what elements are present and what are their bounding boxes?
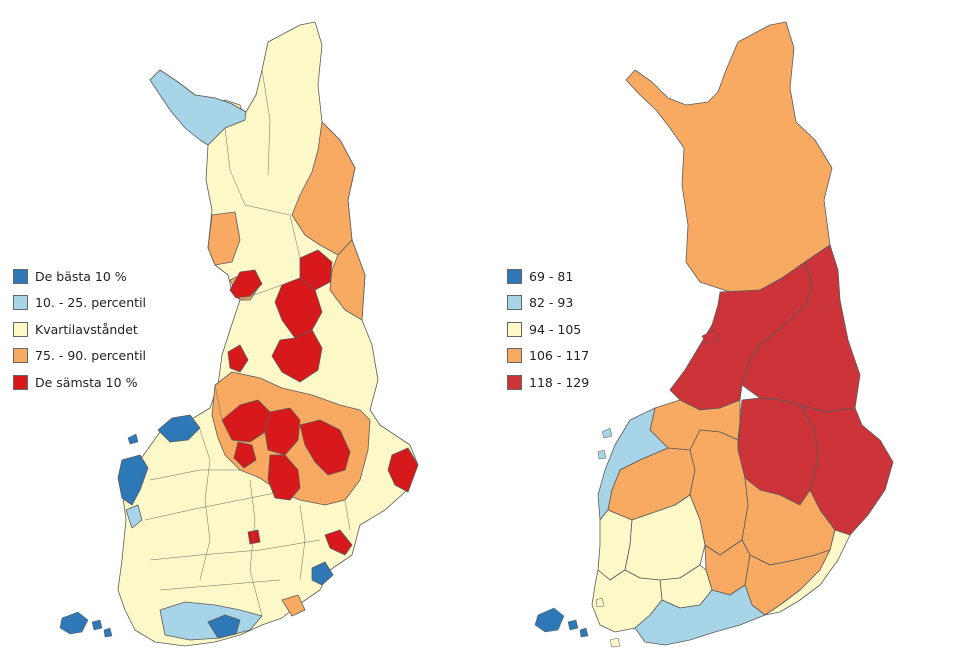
left-map — [59, 21, 419, 647]
right-aland-islet — [567, 619, 579, 631]
left-legend-item: 10. - 25. percentil — [13, 290, 146, 317]
left-country-outline — [117, 21, 419, 647]
right-aland — [534, 607, 565, 633]
right-legend-swatch — [507, 295, 522, 311]
right-kymenlaakso — [764, 529, 851, 616]
right-legend-swatch — [507, 348, 522, 364]
left-south-orange — [281, 594, 306, 617]
left-legend-item: 75. - 90. percentil — [13, 343, 146, 370]
left-helsinki-blue — [207, 614, 241, 639]
left-red-south — [324, 529, 353, 556]
left-legend-item: Kvartilavståndet — [13, 316, 146, 343]
right-aland-islet-2 — [579, 627, 589, 638]
right-legend-label: 118 - 129 — [529, 374, 590, 390]
left-legend-item: De bästa 10 % — [13, 263, 146, 290]
left-red-central-3 — [299, 419, 351, 476]
left-legend-label: Kvartilavståndet — [35, 321, 138, 337]
right-lapland — [625, 21, 833, 293]
left-lapland-east — [291, 121, 356, 256]
left-vaasa-blue — [157, 414, 201, 443]
left-east-blue — [311, 561, 334, 586]
right-legend-label: 82 - 93 — [529, 295, 574, 311]
left-aland-islet-2 — [103, 627, 113, 638]
left-red-karelia — [387, 447, 419, 493]
right-legend-item: 106 - 117 — [507, 343, 589, 370]
right-legend-item: 118 - 129 — [507, 369, 589, 396]
right-oulu-islet — [701, 329, 719, 345]
left-aland — [59, 611, 89, 635]
right-legend-swatch — [507, 321, 522, 337]
left-legend-label: De sämsta 10 % — [35, 374, 138, 390]
right-coast-islet — [601, 427, 613, 439]
right-legend-label: 106 - 117 — [529, 348, 590, 364]
right-legend-item: 69 - 81 — [507, 263, 589, 290]
left-red-small — [247, 529, 261, 545]
left-legend-label: De bästa 10 % — [35, 268, 127, 284]
left-legend-label: 10. - 25. percentil — [35, 295, 147, 311]
right-coast-islet-2 — [597, 449, 607, 460]
left-aland-islet — [91, 619, 103, 631]
right-legend-label: 69 - 81 — [529, 268, 574, 284]
right-map — [534, 21, 894, 648]
right-coast-islet-3 — [595, 597, 605, 608]
left-legend-item: De sämsta 10 % — [13, 369, 146, 396]
left-lightblue-coast — [125, 504, 143, 529]
right-coast-islet-4 — [609, 637, 621, 648]
right-legend: 69 - 81 82 - 93 94 - 105 106 - 117 118 -… — [507, 263, 589, 396]
right-legend-item: 82 - 93 — [507, 290, 589, 317]
left-red-north-3 — [271, 329, 323, 383]
right-north-karelia — [799, 404, 894, 536]
right-legend-swatch — [507, 268, 522, 284]
right-legend-swatch — [507, 374, 522, 390]
left-legend-swatch — [13, 348, 28, 364]
right-uusimaa — [634, 584, 766, 646]
left-lapland-west — [207, 211, 241, 266]
left-nw-arm — [149, 69, 247, 146]
left-red-central-2 — [264, 407, 301, 456]
left-red-north-4 — [229, 269, 263, 299]
left-legend: De bästa 10 % 10. - 25. percentil Kvarti… — [13, 263, 146, 396]
right-legend-label: 94 - 105 — [529, 321, 582, 337]
left-red-central-4 — [267, 454, 301, 501]
left-legend-swatch — [13, 295, 28, 311]
right-legend-item: 94 - 105 — [507, 316, 589, 343]
left-red-coast — [227, 344, 249, 373]
left-legend-swatch — [13, 268, 28, 284]
left-red-central-5 — [233, 441, 257, 469]
left-legend-swatch — [13, 321, 28, 337]
left-west-coast-blue — [117, 454, 149, 506]
left-kainuu-east — [329, 239, 366, 321]
left-coast-islet — [127, 433, 139, 445]
left-borders — [144, 69, 351, 617]
left-legend-label: 75. - 90. percentil — [35, 348, 147, 364]
left-legend-swatch — [13, 374, 28, 390]
